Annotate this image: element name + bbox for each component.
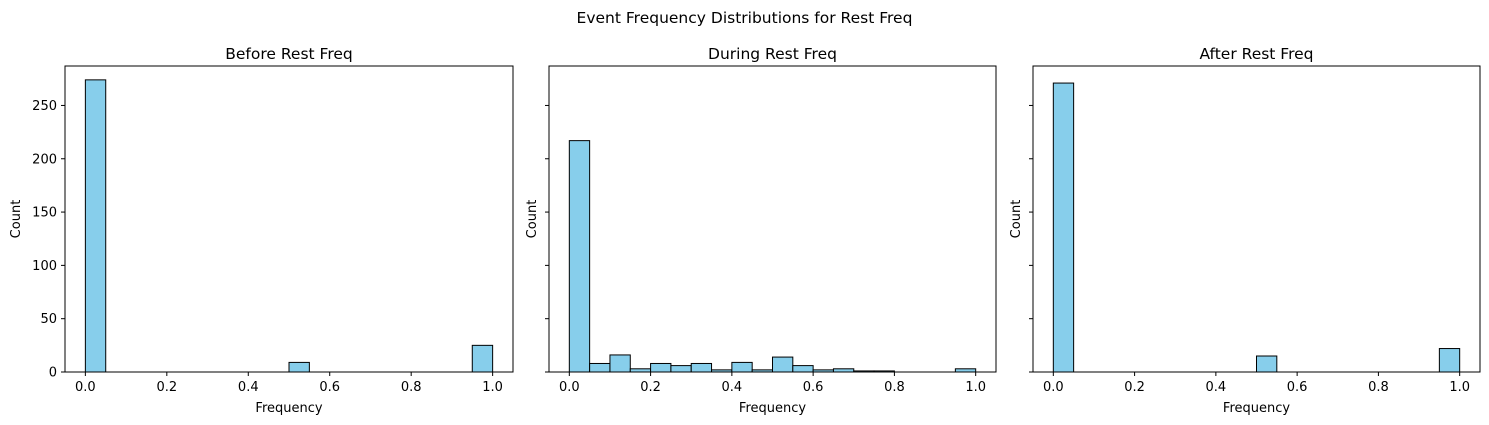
histogram-bar (670, 365, 692, 373)
panel-title: After Rest Freq (1199, 45, 1313, 63)
histogram-panel-2: 0.0 0.2 0.4 0.6 0.8 1.0 During Rest Freq Freque… (525, 45, 997, 416)
histogram-bar (84, 79, 107, 373)
y-tick-label: 150 (32, 206, 57, 221)
x-tick-label: 0.6 (1287, 380, 1308, 395)
panels-group: 0.0 0.2 0.4 0.6 0.8 1.0 0 50 100 150 200 250 Before … (9, 45, 1481, 416)
x-axis-label: Frequency (255, 401, 322, 416)
x-tick-label: 0.0 (1043, 380, 1064, 395)
x-tick-label: 1.0 (1449, 380, 1470, 395)
x-tick-label: 1.0 (482, 380, 503, 395)
histogram-bar (1438, 348, 1461, 373)
x-tick-label: 0.2 (640, 380, 661, 395)
x-tick-label: 0.0 (75, 380, 96, 395)
axes-frame (1032, 65, 1481, 373)
x-tick-label: 0.6 (319, 380, 340, 395)
x-tick-label: 0.8 (884, 380, 905, 395)
y-tick-label: 50 (40, 312, 57, 327)
histogram-bar (650, 362, 672, 373)
y-tick-label: 250 (32, 99, 57, 114)
histogram-panel-3: 0.0 0.2 0.4 0.6 0.8 1.0 After Rest Freq Frequen… (1009, 45, 1481, 416)
y-axis-label: Count (1009, 200, 1024, 239)
axes-frame (64, 65, 514, 373)
x-tick-label: 0.4 (1206, 380, 1227, 395)
histogram-bar (792, 365, 814, 373)
figure-title: Event Frequency Distributions for Rest F… (577, 9, 913, 27)
histogram-bar (1256, 355, 1278, 373)
histogram-bar (471, 344, 494, 373)
histogram-panel-1: 0.0 0.2 0.4 0.6 0.8 1.0 0 50 100 150 200 250 Before … (9, 45, 514, 416)
x-axis-label: Frequency (1223, 401, 1290, 416)
y-axis-label: Count (9, 200, 24, 239)
panel-title: During Rest Freq (708, 45, 837, 63)
x-tick-label: 0.2 (1124, 380, 1145, 395)
histogram-bar (690, 362, 713, 373)
x-tick-label: 0.2 (156, 380, 177, 395)
histogram-bar (288, 361, 310, 373)
y-tick-label: 100 (32, 259, 57, 274)
x-tick-label: 0.0 (559, 380, 580, 395)
y-tick-label: 0 (49, 366, 57, 381)
x-tick-label: 0.6 (803, 380, 824, 395)
x-tick-label: 0.4 (238, 380, 259, 395)
panel-title: Before Rest Freq (225, 45, 353, 63)
x-tick-label: 0.4 (722, 380, 743, 395)
histogram-bar (731, 361, 753, 373)
x-tick-label: 0.8 (1368, 380, 1389, 395)
x-axis-label: Frequency (739, 401, 806, 416)
x-tick-label: 1.0 (965, 380, 986, 395)
histogram-bar (568, 140, 591, 373)
y-tick-label: 200 (32, 152, 57, 167)
histogram-bar (1052, 82, 1075, 373)
histogram-bar (772, 356, 794, 373)
histogram-bar (589, 362, 611, 373)
y-axis-label: Count (525, 200, 540, 239)
x-tick-label: 0.8 (401, 380, 422, 395)
axes-frame (548, 65, 997, 373)
histogram-bar (609, 354, 631, 373)
